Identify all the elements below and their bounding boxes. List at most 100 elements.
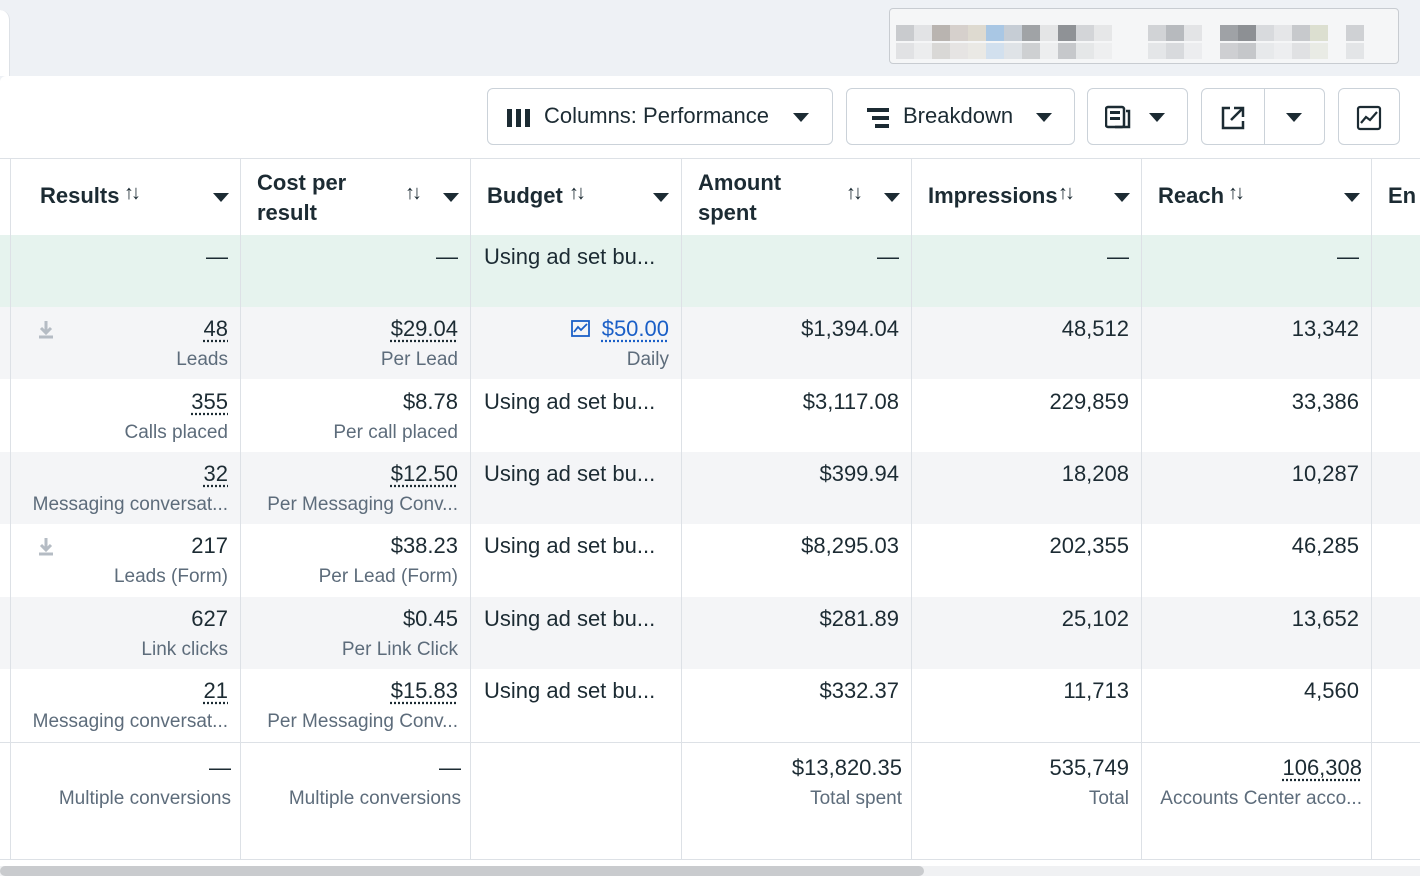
horizontal-scrollbar-thumb[interactable] (0, 866, 924, 876)
amount-cell: $3,117.08 (802, 389, 899, 414)
columns-button[interactable]: Columns: Performance (487, 88, 833, 145)
reach-cell: 10,287 (1291, 461, 1359, 486)
campaign-table: — — Using ad set bu... — — — 48 Leads $2… (0, 158, 1420, 868)
impressions-cell: 202,355 (1049, 533, 1129, 558)
amount-cell: $332.37 (819, 678, 899, 703)
results-cell: 217 Leads (Form) (10, 524, 241, 596)
results-cell: 21 Messaging conversat... (32, 678, 228, 732)
sort-icon[interactable]: ↑↓ (1228, 182, 1245, 204)
column-divider[interactable] (681, 158, 682, 860)
reports-button[interactable] (1087, 88, 1188, 145)
row-divider (0, 158, 1420, 159)
breakdown-label: Breakdown (903, 103, 1014, 128)
chevron-down-icon[interactable] (1344, 193, 1360, 202)
column-divider[interactable] (1141, 158, 1142, 860)
chevron-down-icon[interactable] (653, 193, 669, 202)
table-row[interactable]: 48 Leads $29.04 Per Lead $50.00 Daily $1… (0, 307, 1420, 379)
budget-cell: Using ad set bu... (484, 461, 656, 486)
column-header-next[interactable]: En (1388, 183, 1417, 208)
budget-link[interactable]: $50.00 (601, 316, 669, 341)
blurred-account-name (896, 25, 1364, 41)
export-button-group[interactable] (1201, 88, 1325, 145)
sort-icon[interactable]: ↑↓ (846, 182, 863, 204)
table-row-totals: — Multiple conversions — Multiple conver… (0, 746, 1420, 856)
chevron-down-icon (793, 113, 809, 122)
table-row[interactable]: 21 Messaging conversat... $15.83 Per Mes… (0, 669, 1420, 741)
cost-cell: $38.23 Per Lead (Form) (318, 533, 458, 587)
impressions-cell: 25,102 (1061, 606, 1129, 631)
budget-cell: Using ad set bu... (484, 678, 656, 703)
chevron-down-icon[interactable] (443, 193, 459, 202)
sort-icon[interactable]: ↑↓ (1058, 182, 1075, 204)
cost-cell: $8.78 Per call placed (333, 389, 458, 443)
blurred-account-id (896, 43, 1364, 59)
budget-chart-icon[interactable] (571, 320, 590, 337)
cost-cell: $0.45 Per Link Click (341, 606, 458, 660)
chevron-down-icon[interactable] (884, 193, 900, 202)
download-icon[interactable] (36, 536, 56, 558)
sort-icon[interactable]: ↑↓ (405, 182, 422, 204)
table-row[interactable]: 355 Calls placed $8.78 Per call placed U… (0, 380, 1420, 452)
column-header-budget[interactable]: Budget ↑↓ (471, 158, 682, 235)
results-cell: 355 Calls placed (124, 389, 229, 443)
results-cell: 48 Leads (10, 307, 241, 379)
button-divider (1264, 89, 1265, 144)
column-header-amount-spent[interactable]: Amount spent ↑↓ (682, 158, 912, 235)
table-row[interactable]: 627 Link clicks $0.45 Per Link Click Usi… (0, 597, 1420, 669)
sort-icon[interactable]: ↑↓ (569, 182, 586, 204)
chevron-down-icon[interactable] (1114, 193, 1130, 202)
chevron-down-icon[interactable] (213, 193, 229, 202)
amount-cell: — (877, 244, 899, 269)
cost-cell: — (436, 244, 458, 269)
columns-label: Columns: Performance (544, 103, 769, 128)
reach-total: 106,308 Accounts Center acco... (1160, 755, 1362, 809)
table-row[interactable]: 217 Leads (Form) $38.23 Per Lead (Form) … (0, 524, 1420, 596)
reach-cell: 33,386 (1291, 389, 1359, 414)
column-divider[interactable] (1371, 158, 1372, 860)
amount-cell: $1,394.04 (801, 316, 899, 341)
column-divider (10, 158, 11, 860)
column-header-reach[interactable]: Reach ↑↓ (1142, 158, 1372, 235)
column-header-results[interactable]: Results ↑↓ (10, 158, 241, 235)
reports-icon (1105, 105, 1131, 129)
amount-cell: $8,295.03 (801, 533, 899, 558)
column-divider[interactable] (470, 158, 471, 860)
sort-icon[interactable]: ↑↓ (124, 182, 141, 204)
amount-total: $13,820.35 Total spent (791, 755, 902, 809)
column-header-impressions[interactable]: Impressions ↑↓ (912, 158, 1142, 235)
budget-cell: $50.00 Daily (471, 307, 682, 379)
breakdown-icon (867, 108, 889, 128)
budget-cell: Using ad set bu... (484, 606, 656, 631)
charts-button[interactable] (1338, 88, 1400, 145)
column-header-cost-per-result[interactable]: Cost per result ↑↓ (241, 158, 471, 235)
reach-cell: 46,285 (1291, 533, 1359, 558)
reach-cell: 13,652 (1291, 606, 1359, 631)
row-divider (0, 859, 1420, 860)
results-cell: 627 Link clicks (141, 606, 228, 660)
export-icon[interactable] (1220, 105, 1246, 131)
column-divider[interactable] (911, 158, 912, 860)
breakdown-button[interactable]: Breakdown (846, 88, 1075, 145)
results-cell: — (206, 244, 228, 269)
table-row[interactable]: 32 Messaging conversat... $12.50 Per Mes… (0, 452, 1420, 524)
results-cell: 32 Messaging conversat... (32, 461, 228, 515)
reach-cell: 13,342 (1291, 316, 1359, 341)
column-divider[interactable] (240, 158, 241, 860)
amount-cell: $399.94 (819, 461, 899, 486)
impressions-cell: 18,208 (1061, 461, 1129, 486)
chevron-down-icon (1149, 113, 1165, 122)
chevron-down-icon[interactable] (1286, 113, 1302, 122)
budget-cell: Using ad set bu... (484, 533, 656, 558)
row-divider (0, 742, 1420, 743)
account-selector[interactable] (889, 8, 1399, 64)
cost-cell: $15.83 Per Messaging Conv... (267, 678, 458, 732)
budget-cell: Using ad set bu... (484, 389, 656, 414)
cost-total: — Multiple conversions (288, 755, 461, 809)
amount-cell: $281.89 (819, 606, 899, 631)
download-icon[interactable] (36, 319, 56, 341)
impressions-cell: — (1107, 244, 1129, 269)
left-panel-edge (0, 10, 10, 76)
cost-cell: $12.50 Per Messaging Conv... (267, 461, 458, 515)
results-total: — Multiple conversions (58, 755, 231, 809)
budget-cell: Using ad set bu... (484, 244, 656, 269)
